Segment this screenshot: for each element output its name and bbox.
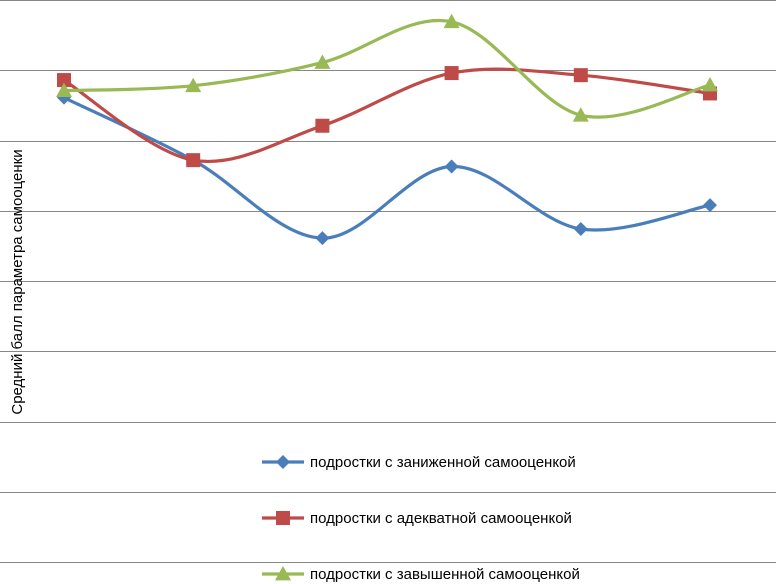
data-point (444, 66, 459, 81)
series-line (63, 67, 711, 163)
data-point (186, 153, 201, 168)
gridlines (0, 0, 776, 563)
legend-marker (275, 566, 291, 581)
data-point (702, 77, 718, 92)
series-line (63, 18, 711, 119)
legend-marker (276, 455, 290, 469)
data-point (573, 68, 588, 83)
legend-item: подростки с адекватной самооценкой (262, 510, 572, 527)
legend-item: подростки с завышенной самооценкой (262, 566, 580, 583)
y-axis-label: Средний балл параметра самооценки (9, 149, 26, 414)
data-point (185, 77, 202, 93)
series-lines (56, 13, 718, 246)
data-point (443, 13, 460, 29)
data-point (57, 73, 71, 88)
data-point (444, 159, 459, 174)
legend-label: подростки с адекватной самооценкой (310, 510, 572, 527)
legend-label: подростки с заниженной самооценкой (310, 454, 576, 471)
series-3 (56, 13, 718, 122)
series-line (63, 96, 711, 240)
legend-item: подростки с заниженной самооценкой (262, 454, 576, 471)
data-point (315, 118, 330, 133)
legend: подростки с заниженной самооценкой подрос… (262, 454, 580, 583)
data-point (703, 198, 717, 213)
data-point (315, 231, 330, 246)
legend-label: подростки с завышенной самооценкой (310, 566, 580, 583)
data-point (56, 82, 72, 98)
data-point (573, 222, 588, 237)
data-point (314, 54, 331, 69)
data-point (572, 107, 589, 122)
legend-marker (276, 511, 290, 525)
